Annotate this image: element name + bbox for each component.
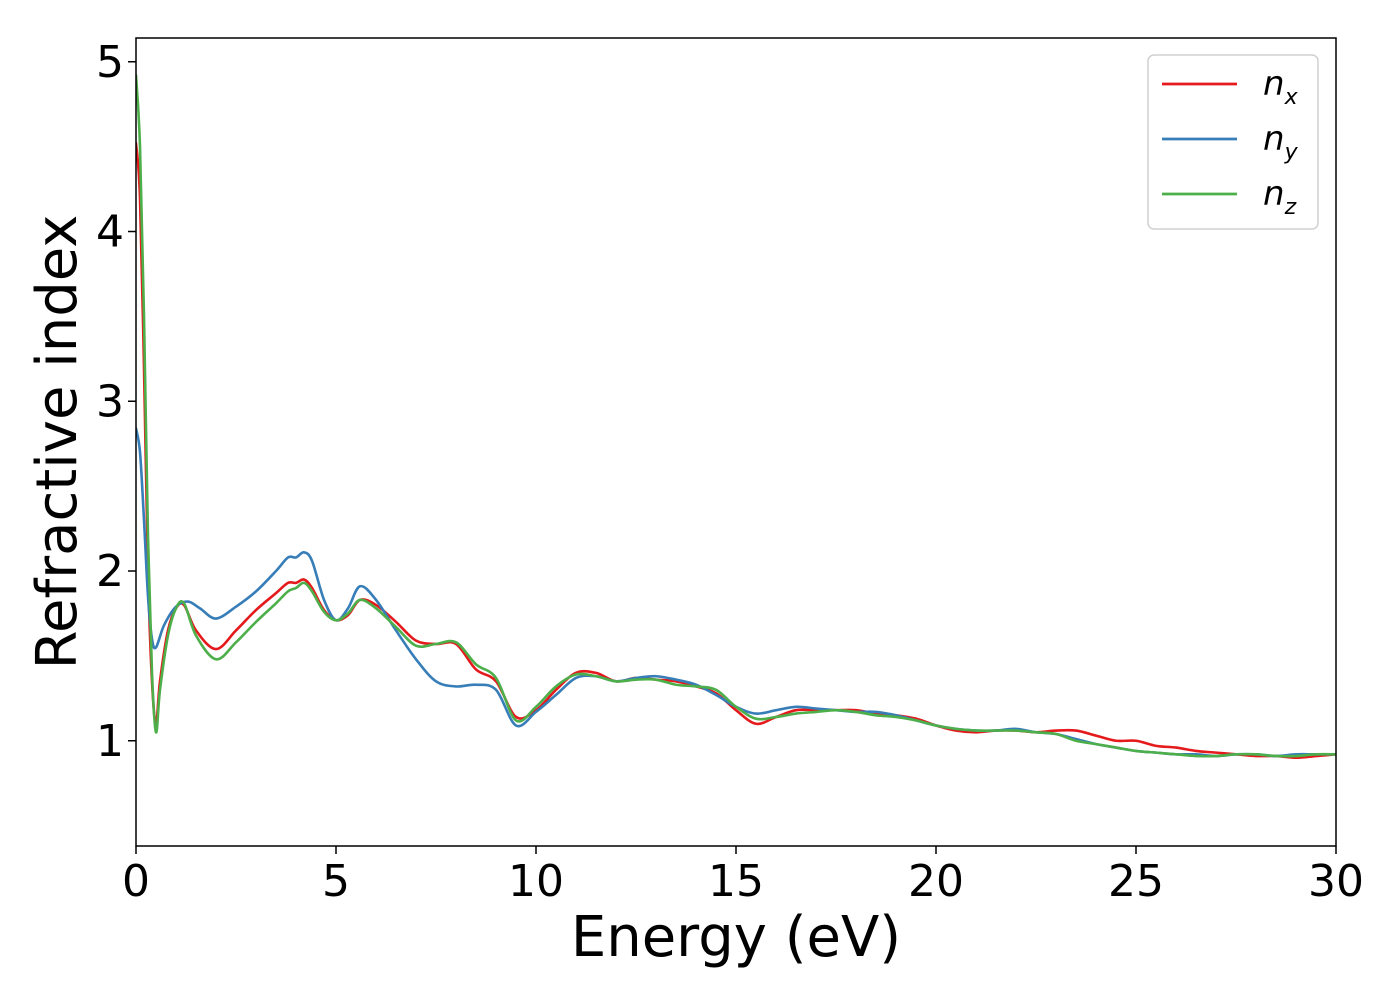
y-tick-label: 3: [96, 376, 124, 427]
y-tick-label: 4: [96, 207, 124, 258]
x-axis-ticks: 0 5 10 15 20 25 30: [122, 846, 1364, 907]
legend-label-ny: ny: [1263, 119, 1299, 165]
legend-entries: nx ny nz: [1162, 64, 1299, 220]
y-axis-label: Refractive index: [25, 215, 90, 670]
series-layer: [136, 74, 1336, 760]
x-tick-label: 25: [1108, 856, 1164, 907]
legend-box: [1147, 54, 1319, 230]
chart-legend: nx ny nz: [1147, 54, 1319, 230]
y-tick-label: 2: [96, 546, 124, 597]
x-tick-label: 30: [1308, 856, 1364, 907]
x-axis-label: Energy (eV): [571, 905, 901, 970]
y-tick-label: 1: [96, 716, 124, 767]
x-tick-label: 20: [908, 856, 964, 907]
y-axis-ticks: 1 2 3 4 5: [96, 37, 136, 767]
x-tick-label: 10: [508, 856, 564, 907]
x-tick-label: 5: [322, 856, 350, 907]
x-tick-label: 15: [708, 856, 764, 907]
legend-label-nz: nz: [1263, 174, 1297, 220]
x-tick-label: 0: [122, 856, 150, 907]
legend-label-nx: nx: [1263, 64, 1299, 110]
series-line-n-z: [136, 74, 1336, 758]
y-tick-label: 5: [96, 37, 124, 88]
